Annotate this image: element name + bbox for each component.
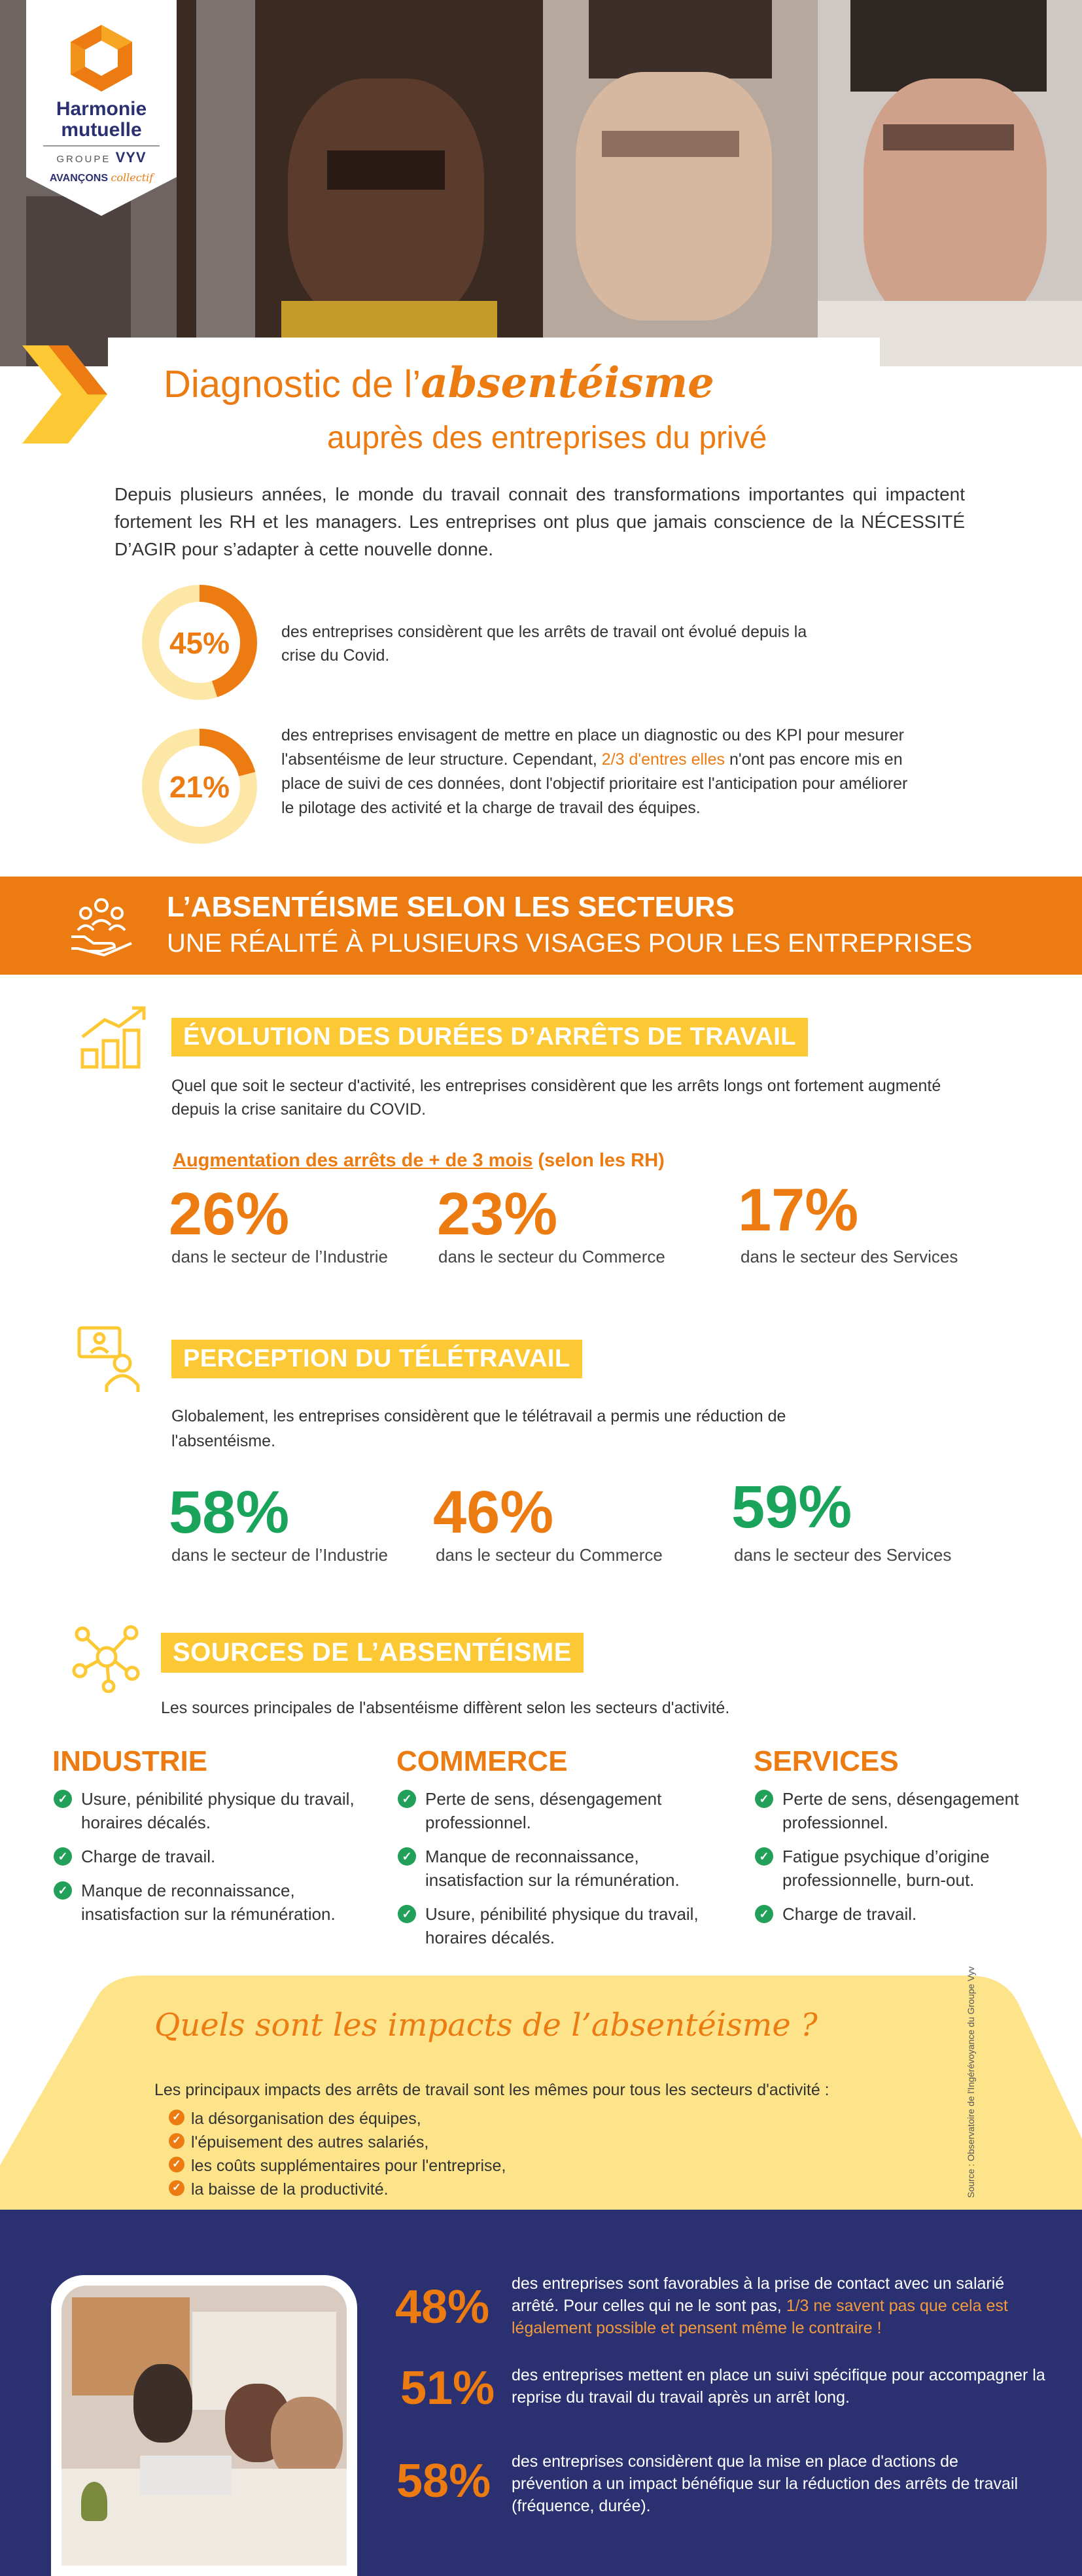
sources-col-services-list: ✓ Perte de sens, désengagement profession… bbox=[755, 1787, 1062, 1936]
banner-line2: UNE RÉALITÉ À PLUSIEURS VISAGES POUR LES… bbox=[167, 929, 973, 958]
list-item: ✓ Fatigue psychique d’origine professionn… bbox=[755, 1845, 1062, 1892]
check-icon: ✓ bbox=[169, 2133, 184, 2149]
page-title: Diagnostic de l’absentéisme bbox=[164, 358, 714, 408]
bottom-stat-51-text: des entreprises mettent en place un suiv… bbox=[512, 2366, 1045, 2407]
check-icon: ✓ bbox=[169, 2180, 184, 2196]
list-item: ✓ l'épuisement des autres salariés, bbox=[169, 2131, 758, 2153]
check-icon: ✓ bbox=[755, 1790, 773, 1808]
chevron-arrow-icon bbox=[22, 345, 107, 444]
office-meeting-photo bbox=[51, 2275, 357, 2576]
evolution-industrie-value: 26% bbox=[169, 1181, 290, 1247]
source-note: Source : Observatoire de l'Ingérévoyance… bbox=[966, 1966, 976, 2198]
list-item: ✓ Manque de reconnaissance, insatisfactio… bbox=[398, 1845, 725, 1892]
check-icon: ✓ bbox=[755, 1847, 773, 1866]
check-icon: ✓ bbox=[169, 2110, 184, 2125]
sources-col-industrie-list: ✓ Usure, pénibilité physique du travail, … bbox=[54, 1787, 381, 1936]
evolution-commerce-value: 23% bbox=[437, 1181, 558, 1247]
sources-col-commerce-list: ✓ Perte de sens, désengagement profession… bbox=[398, 1787, 725, 1960]
teletravail-industrie-label: dans le secteur de l’Industrie bbox=[171, 1545, 388, 1565]
remote-work-icon bbox=[77, 1326, 140, 1392]
sources-col-commerce-title: COMMERCE bbox=[396, 1745, 568, 1777]
list-item: ✓ Usure, pénibilité physique du travail, … bbox=[54, 1787, 381, 1834]
check-icon: ✓ bbox=[398, 1847, 416, 1866]
logo-group: GROUPE VYV bbox=[56, 149, 147, 165]
intro-paragraph: Depuis plusieurs années, le monde du tra… bbox=[114, 484, 965, 559]
sources-col-industrie-title: INDUSTRIE bbox=[52, 1745, 208, 1777]
evolution-text: Quel que soit le secteur d'activité, les… bbox=[171, 1077, 941, 1119]
list-item: ✓ la baisse de la productivité. bbox=[169, 2178, 758, 2201]
list-item: ✓ Charge de travail. bbox=[54, 1845, 381, 1868]
check-icon: ✓ bbox=[169, 2157, 184, 2172]
list-item: ✓ la désorganisation des équipes, bbox=[169, 2108, 758, 2130]
bottom-stat-58-value: 58% bbox=[396, 2455, 491, 2507]
hexagon-logo-icon bbox=[71, 25, 132, 92]
impacts-background bbox=[0, 1976, 1082, 2270]
teletravail-services-label: dans le secteur des Services bbox=[734, 1545, 952, 1565]
stat-45-text: des entreprises considèrent que les arrê… bbox=[281, 623, 807, 665]
list-item: ✓ les coûts supplémentaires pour l'entrep… bbox=[169, 2155, 758, 2177]
sources-col-services-title: SERVICES bbox=[754, 1745, 899, 1777]
logo-line2: mutuelle bbox=[61, 119, 142, 141]
header-photo-strip bbox=[0, 0, 1082, 366]
teletravail-industrie-value: 58% bbox=[169, 1479, 290, 1546]
teletravail-commerce-value: 46% bbox=[433, 1479, 554, 1546]
check-icon: ✓ bbox=[54, 1881, 72, 1900]
evolution-services-value: 17% bbox=[738, 1177, 859, 1244]
bottom-stat-51-value: 51% bbox=[400, 2362, 495, 2414]
check-icon: ✓ bbox=[398, 1905, 416, 1923]
evolution-services-label: dans le secteur des Services bbox=[741, 1247, 958, 1266]
sources-text: Les sources principales de l'absentéisme… bbox=[161, 1699, 730, 1717]
bottom-stat-58-text: des entreprises considèrent que la mise … bbox=[512, 2452, 1019, 2515]
evolution-title: ÉVOLUTION DES DURÉES D’ARRÊTS DE TRAVAIL bbox=[171, 1018, 808, 1056]
evolution-industrie-label: dans le secteur de l’Industrie bbox=[171, 1247, 388, 1266]
bottom-stat-48-text: des entreprises sont favorables à la pri… bbox=[512, 2274, 1008, 2337]
stat-21-text: des entreprises envisagent de mettre en … bbox=[281, 726, 908, 817]
teletravail-services-value: 59% bbox=[731, 1474, 852, 1540]
network-nodes-icon bbox=[72, 1625, 140, 1693]
check-icon: ✓ bbox=[398, 1790, 416, 1808]
logo-line1: Harmonie bbox=[56, 98, 147, 120]
donut-21 bbox=[142, 729, 257, 844]
growth-chart-icon bbox=[80, 1006, 146, 1069]
evolution-commerce-label: dans le secteur du Commerce bbox=[438, 1247, 665, 1266]
title-card bbox=[108, 338, 880, 475]
logo-tagline: AVANÇONS collectif bbox=[49, 171, 154, 184]
donut-45 bbox=[142, 585, 257, 700]
donut-21-value: 21% bbox=[169, 770, 230, 804]
teletravail-title: PERCEPTION DU TÉLÉTRAVAIL bbox=[171, 1340, 582, 1378]
banner-line1: L’ABSENTÉISME SELON LES SECTEURS bbox=[167, 891, 735, 923]
impacts-title: Quels sont les impacts de l’absentéisme … bbox=[154, 2007, 818, 2044]
donut-45-value: 45% bbox=[169, 626, 230, 660]
bottom-stat-48-value: 48% bbox=[395, 2281, 490, 2333]
list-item: ✓ Manque de reconnaissance, insatisfactio… bbox=[54, 1879, 381, 1926]
brand-logo-card: Harmonie mutuelle GROUPE VYV AVANÇONS co… bbox=[26, 0, 177, 216]
sources-title: SOURCES DE L’ABSENTÉISME bbox=[161, 1633, 584, 1673]
impacts-text: Les principaux impacts des arrêts de tra… bbox=[154, 2081, 829, 2099]
teletravail-commerce-label: dans le secteur du Commerce bbox=[436, 1545, 663, 1565]
page-subtitle: auprès des entreprises du privé bbox=[327, 421, 767, 455]
list-item: ✓ Perte de sens, désengagement profession… bbox=[398, 1787, 725, 1834]
section-banner bbox=[0, 877, 1082, 975]
list-item: ✓ Charge de travail. bbox=[755, 1902, 1062, 1926]
check-icon: ✓ bbox=[54, 1847, 72, 1866]
evolution-subtitle: Augmentation des arrêts de + de 3 mois (… bbox=[173, 1150, 665, 1171]
impacts-list: ✓ la désorganisation des équipes, ✓ l'épui… bbox=[169, 2108, 758, 2202]
check-icon: ✓ bbox=[755, 1905, 773, 1923]
list-item: ✓ Usure, pénibilité physique du travail, … bbox=[398, 1902, 725, 1949]
check-icon: ✓ bbox=[54, 1790, 72, 1808]
list-item: ✓ Perte de sens, désengagement profession… bbox=[755, 1787, 1062, 1834]
teletravail-text: Globalement, les entreprises considèrent… bbox=[171, 1407, 786, 1450]
team-hands-icon bbox=[71, 898, 132, 956]
